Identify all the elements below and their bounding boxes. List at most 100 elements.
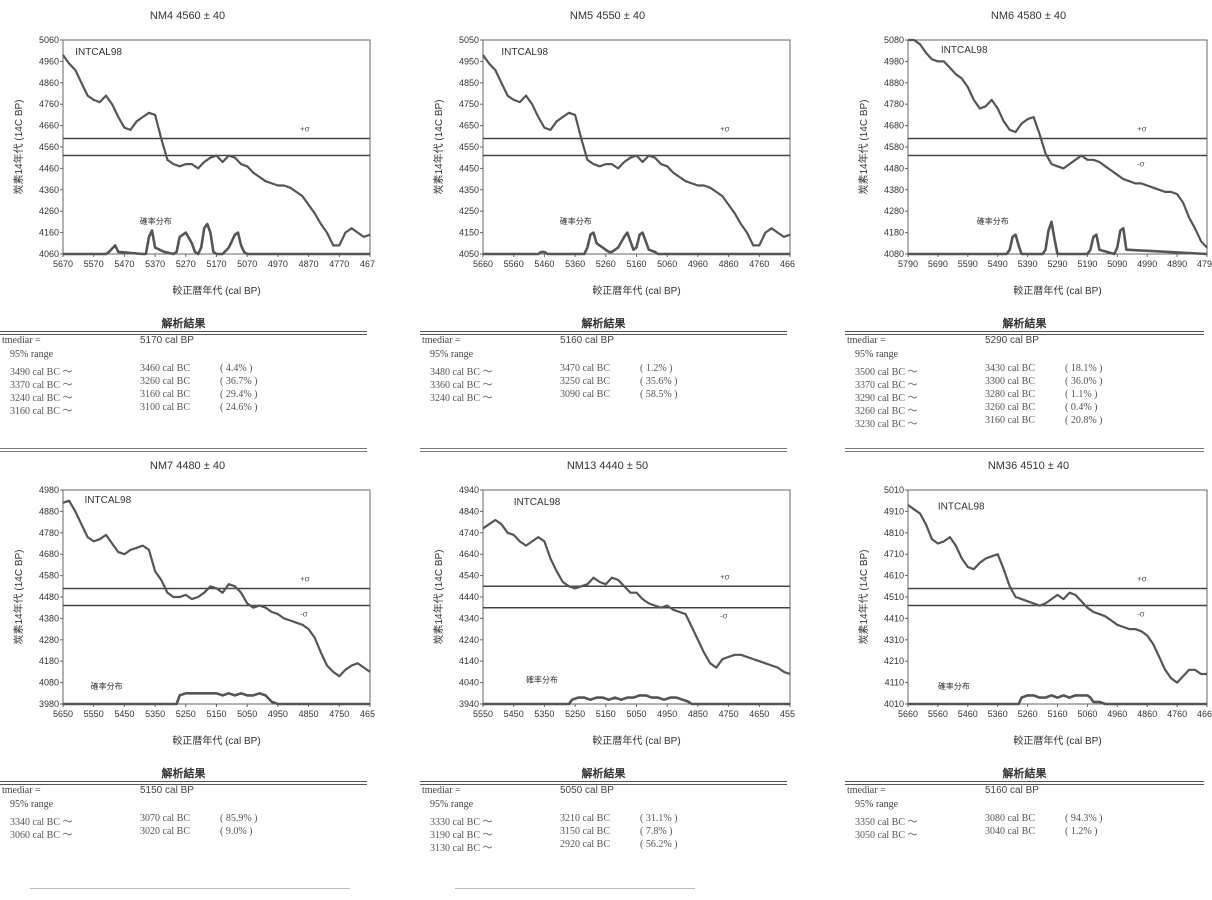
x-tick-label: 5160	[1047, 709, 1067, 719]
y-axis-label: 炭素14年代 (14C BP)	[12, 549, 25, 644]
y-tick-label: 4210	[884, 656, 904, 666]
x-tick-label: 5250	[565, 709, 585, 719]
results-cell-to: 3090 cal BC	[560, 389, 610, 400]
y-tick-label: 4560	[39, 142, 59, 152]
median-label: tmediar =	[422, 335, 461, 346]
plot-frame	[482, 489, 791, 705]
results-cell-from: 3350 cal BC ～	[855, 817, 918, 828]
y-tick-label: 5060	[39, 35, 59, 45]
y-tick-label: 4780	[39, 528, 59, 538]
x-tick-label: 4950	[657, 709, 677, 719]
y-tick-label: 4510	[884, 592, 904, 602]
results-cell-from: 3480 cal BC ～	[430, 367, 493, 378]
x-tick-label: 5050	[626, 709, 646, 719]
results-cell-pct: ( 20.8% )	[1065, 415, 1103, 426]
x-tick-label: 4660	[780, 259, 795, 269]
footer-rule-left	[30, 888, 350, 889]
analysis-results: 解析結果 tmediar = 5170 cal BP 95% range 3490 ca…	[0, 315, 367, 452]
x-tick-label: 5150	[596, 709, 616, 719]
y-tick-label: 5010	[884, 485, 904, 495]
x-tick-label: 5350	[145, 709, 165, 719]
plot-frame	[62, 39, 371, 255]
y-tick-label: 3980	[39, 699, 59, 709]
results-cell-to: 3250 cal BC	[560, 376, 610, 387]
results-row: 3350 cal BC ～ 3080 cal BC ( 94.3% )	[855, 813, 1185, 828]
series-label-probability: 確率分布	[526, 675, 558, 685]
results-cell-from: 3260 cal BC ～	[855, 406, 918, 417]
y-tick-label: 4860	[39, 78, 59, 88]
x-tick-label: 5390	[1018, 259, 1038, 269]
y-tick-label: 4280	[39, 635, 59, 645]
x-tick-label: 4550	[780, 709, 795, 719]
series-label-intcal98: INTCAL98	[75, 47, 122, 58]
y-tick-label: 4960	[39, 56, 59, 66]
probability-distribution-line	[63, 692, 370, 706]
median-label: tmediar =	[2, 335, 41, 346]
results-cell-pct: ( 85.9% )	[220, 813, 258, 824]
x-tick-label: 5460	[958, 709, 978, 719]
results-cell-from: 3060 cal BC ～	[10, 830, 73, 841]
results-title: 解析結果	[1002, 318, 1047, 330]
results-row: 3480 cal BC ～ 3470 cal BC ( 1.2% )	[430, 363, 760, 378]
y-tick-label: 4740	[459, 528, 479, 538]
results-cell-pct: ( 1.2% )	[640, 363, 673, 374]
x-tick-label: 4790	[1197, 259, 1212, 269]
y-axis-label: 炭素14年代 (14C BP)	[857, 549, 870, 644]
analysis-results: 解析結果 tmediar = 5150 cal BP 95% range 3340 ca…	[0, 765, 367, 900]
y-tick-label: 4260	[39, 206, 59, 216]
analysis-results: 解析結果 tmediar = 5050 cal BP 95% range 3330 ca…	[420, 765, 787, 900]
x-tick-label: 5460	[534, 259, 554, 269]
plus-sigma-label: +σ	[300, 574, 310, 583]
results-row: 3240 cal BC ～ 3090 cal BC ( 58.5% )	[430, 389, 760, 404]
x-tick-label: 4750	[329, 709, 349, 719]
x-tick-label: 5160	[626, 259, 646, 269]
median-value: 5160 cal BP	[560, 335, 614, 346]
results-cell-to: 3280 cal BC	[985, 389, 1035, 400]
x-tick-label: 4870	[299, 259, 319, 269]
x-tick-label: 5670	[53, 259, 73, 269]
x-tick-label: 5790	[898, 259, 918, 269]
range-label: 95% range	[430, 799, 474, 810]
chart-title: NM7 4480 ± 40	[149, 460, 226, 472]
y-tick-label: 4150	[459, 228, 479, 238]
calibration-curve-line	[907, 504, 1207, 684]
results-cell-to: 3260 cal BC	[140, 376, 190, 387]
results-rows: 3330 cal BC ～ 3210 cal BC ( 31.1% ) 3190 ca…	[430, 813, 760, 854]
probability-distribution-line	[483, 231, 790, 256]
results-row: 3160 cal BC ～ 3100 cal BC ( 24.6% )	[10, 402, 340, 417]
chart-panel-nm4: NM4 4560 ± 40 4060 4160 4260 4360 4460 4560 466…	[0, 10, 375, 452]
y-tick-label: 4980	[884, 56, 904, 66]
minus-sigma-label: -σ	[300, 610, 308, 619]
results-cell-pct: ( 94.3% )	[1065, 813, 1103, 824]
results-row: 3240 cal BC ～ 3160 cal BC ( 29.4% )	[10, 389, 340, 404]
series-label-intcal98: INTCAL98	[501, 47, 548, 58]
results-cell-from: 3360 cal BC ～	[430, 380, 493, 391]
median-value: 5170 cal BP	[140, 335, 194, 346]
median-value: 5150 cal BP	[140, 785, 194, 796]
analysis-results: 解析結果 tmediar = 5290 cal BP 95% range 3500 ca…	[845, 315, 1204, 452]
results-cell-from: 3240 cal BC ～	[430, 393, 493, 404]
x-tick-label: 5360	[565, 259, 585, 269]
x-tick-label: 5570	[84, 259, 104, 269]
x-tick-label: 5290	[1047, 259, 1067, 269]
y-tick-label: 4040	[459, 678, 479, 688]
results-rows: 3500 cal BC ～ 3430 cal BC ( 18.1% ) 3370 ca…	[855, 363, 1185, 430]
results-row: 3370 cal BC ～ 3300 cal BC ( 36.0% )	[855, 376, 1185, 391]
x-tick-label: 5560	[504, 259, 524, 269]
results-cell-from: 3500 cal BC ～	[855, 367, 918, 378]
results-row: 3490 cal BC ～ 3460 cal BC ( 4.4% )	[10, 363, 340, 378]
x-tick-label: 4960	[1107, 709, 1127, 719]
x-tick-label: 4860	[1137, 709, 1157, 719]
y-tick-label: 4780	[884, 99, 904, 109]
y-tick-label: 4480	[884, 163, 904, 173]
series-label-probability: 確率分布	[560, 216, 592, 226]
x-tick-label: 5550	[473, 709, 493, 719]
results-cell-from: 3290 cal BC ～	[855, 393, 918, 404]
analysis-results: 解析結果 tmediar = 5160 cal BP 95% range 3480 ca…	[420, 315, 787, 452]
range-label: 95% range	[10, 799, 54, 810]
results-rows: 3480 cal BC ～ 3470 cal BC ( 1.2% ) 3360 cal…	[430, 363, 760, 404]
x-tick-label: 5370	[145, 259, 165, 269]
y-axis-label: 炭素14年代 (14C BP)	[12, 99, 25, 194]
results-cell-to: 3150 cal BC	[560, 826, 610, 837]
